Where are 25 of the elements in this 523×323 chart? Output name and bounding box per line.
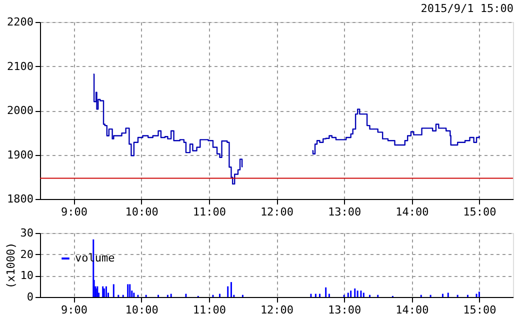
x-tick-label: 11:00 (192, 206, 226, 218)
y-tick-label: 10 (20, 269, 34, 282)
x-tick-label: 14:00 (396, 206, 429, 218)
x-tick-label: 13:00 (328, 206, 362, 218)
x-tick-label: 15:00 (463, 304, 496, 316)
x-tick-label: 12:00 (260, 304, 294, 316)
y-tick-label: 0 (26, 290, 34, 304)
x-tick-label: 11:00 (192, 304, 226, 316)
y-axis-title: (x1000) (4, 242, 18, 289)
y-tick-label: 2100 (7, 60, 34, 73)
y-tick-label: 2000 (7, 104, 34, 117)
x-tick-label: 10:00 (125, 206, 158, 218)
y-tick-label: 2200 (7, 16, 34, 28)
y-tick-label: 30 (20, 226, 34, 240)
x-tick-label: 14:00 (396, 304, 429, 316)
y-tick-label: 1900 (7, 148, 34, 162)
x-tick-label: 9:00 (61, 304, 88, 316)
x-tick-label: 13:00 (328, 304, 362, 316)
y-tick-label: 1800 (7, 192, 34, 206)
x-tick-label: 10:00 (125, 304, 158, 316)
x-tick-label: 15:00 (463, 206, 496, 218)
text: 2015/9/1 15:00 (420, 2, 514, 15)
x-tick-label: 9:00 (61, 206, 88, 218)
y-tick-label: 20 (20, 248, 34, 261)
x-tick-label: 12:00 (260, 206, 294, 218)
